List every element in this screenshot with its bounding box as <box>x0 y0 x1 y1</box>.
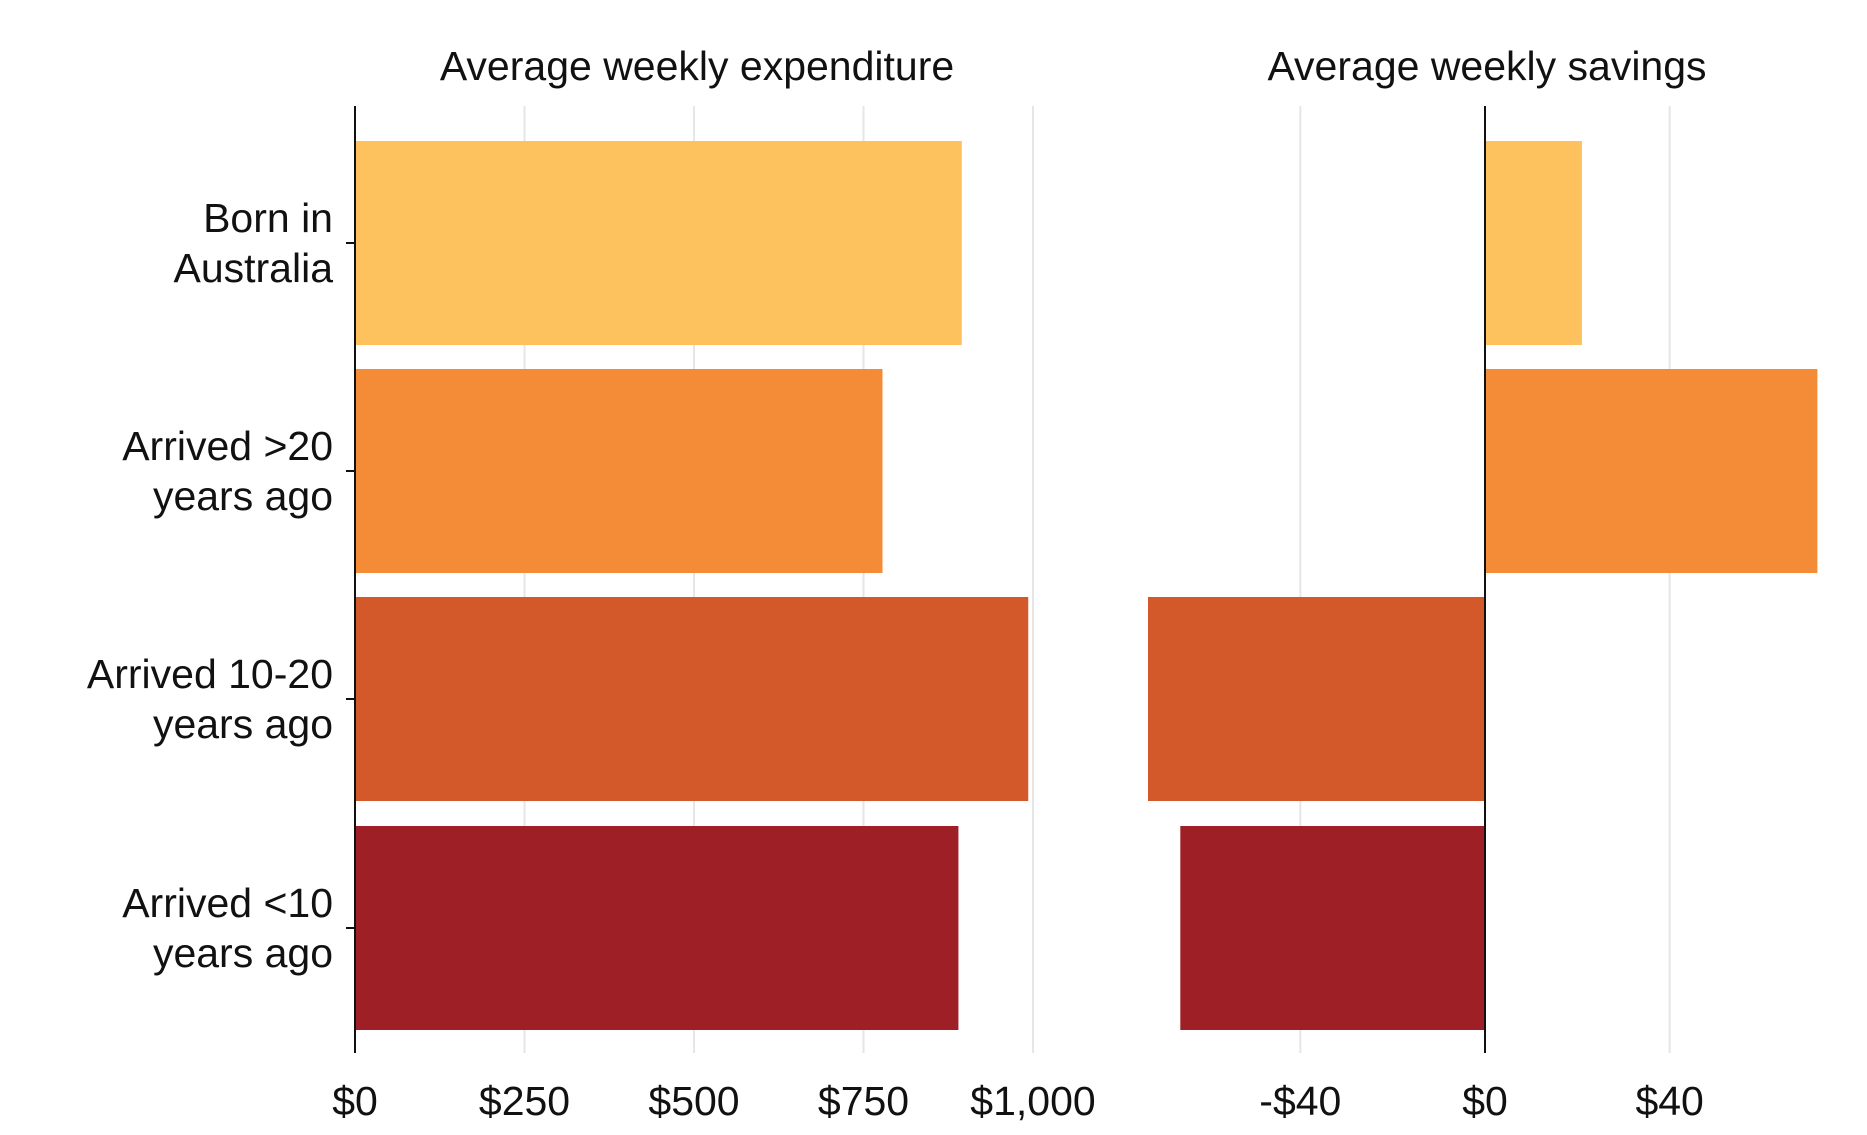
bar-expenditure-1 <box>355 369 882 573</box>
tick-label-0-0: $0 <box>332 1078 378 1124</box>
chart: Average weekly expenditure $0 $250 $500 $75… <box>0 0 1867 1135</box>
tick-label-0-3: $750 <box>818 1078 909 1124</box>
savings-panel: Average weekly savings -$40 $0 $40 <box>1148 43 1817 1124</box>
category-label-3: Arrived <10 years ago <box>122 880 333 976</box>
tick-label-0-1: $250 <box>479 1078 570 1124</box>
expenditure-bars <box>355 141 1028 1030</box>
tick-label-1-1: $0 <box>1462 1078 1508 1124</box>
bar-savings-1 <box>1485 369 1817 573</box>
bar-expenditure-0 <box>355 141 962 345</box>
savings-tick-labels: -$40 $0 $40 <box>1259 1078 1704 1124</box>
expenditure-tick-labels: $0 $250 $500 $750 $1,000 <box>332 1078 1096 1124</box>
category-labels: Born in Australia Arrived >20 years ago Arri… <box>87 195 333 976</box>
tick-label-0-4: $1,000 <box>970 1078 1095 1124</box>
bar-savings-0 <box>1485 141 1582 345</box>
bar-savings-3 <box>1180 826 1485 1030</box>
tick-label-1-0: -$40 <box>1259 1078 1341 1124</box>
bar-expenditure-3 <box>355 826 958 1030</box>
bar-expenditure-2 <box>355 597 1028 801</box>
expenditure-title: Average weekly expenditure <box>440 43 954 89</box>
category-label-0: Born in Australia <box>173 195 333 291</box>
savings-title: Average weekly savings <box>1267 43 1706 89</box>
tick-label-0-2: $500 <box>648 1078 739 1124</box>
savings-bars <box>1148 141 1817 1030</box>
expenditure-panel: Average weekly expenditure $0 $250 $500 $75… <box>87 43 1096 1124</box>
category-label-2: Arrived 10-20 years ago <box>87 651 333 747</box>
tick-label-1-2: $40 <box>1635 1078 1703 1124</box>
bar-savings-2 <box>1148 597 1485 801</box>
category-label-1: Arrived >20 years ago <box>122 423 333 519</box>
expenditure-axis <box>346 106 355 1053</box>
